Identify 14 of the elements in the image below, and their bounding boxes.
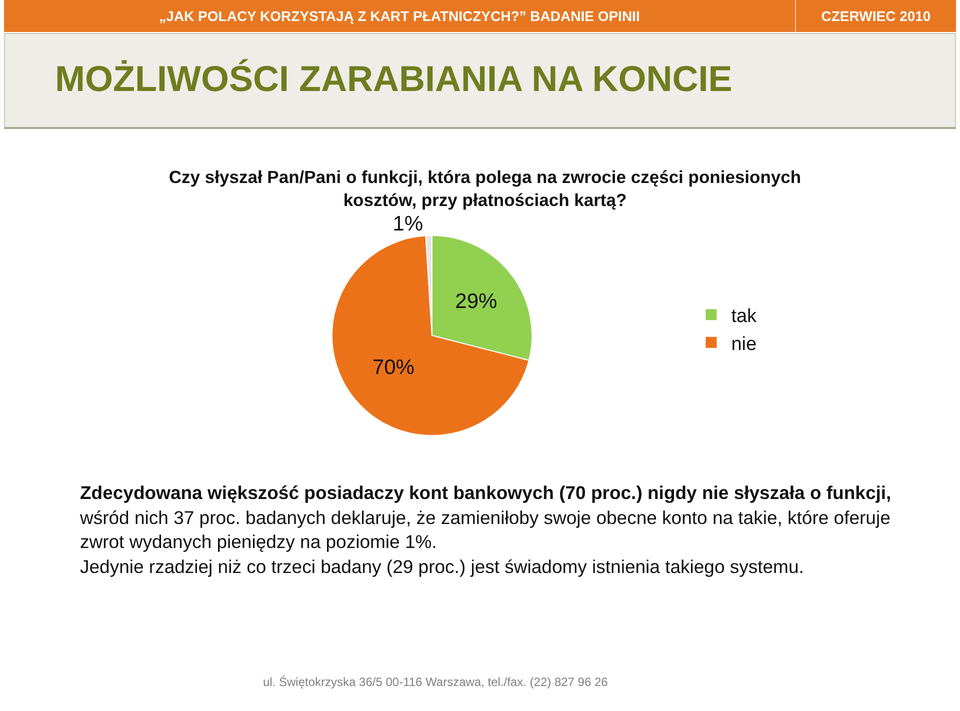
data-label: 70%	[372, 356, 414, 379]
text: Jedynie rzadziej niż co trzeci badany (29 proc.) jest świadomy istnienia takiego systemu.	[80, 556, 804, 576]
pie-slice	[332, 235, 530, 436]
data-label: 1%	[392, 212, 424, 236]
chart-title: MOŻLIWOŚCI ZARABIANIA NA KONCIE	[55, 58, 732, 100]
text: Zdecydowana większość posiadaczy kont bankowych (70 proc.) nigdy nie słyszała o funkcji,	[80, 481, 892, 505]
legend-label: nie	[731, 334, 757, 355]
legend-label: tak	[731, 306, 758, 328]
chart-subtitle: Czy słyszał Pan/Pani o funkcji, która polega na zwrocie części poniesionych kosztów, przy płatnościach kartą?	[168, 166, 802, 212]
text: „JAK POLACY KORZYSTAJĄ Z KART PŁATNICZYCH?” BADANIE OPINII	[158, 7, 641, 26]
data-label: 29%	[455, 290, 498, 313]
text: CZERWIEC 2010	[820, 7, 932, 26]
text: ul. Świętokrzyska 36/5 00-116 Warszawa, tel./fax. (22) 827 96 26	[263, 675, 608, 689]
text: wśród nich 37 proc. badanych deklaruje, że zamieniłoby swoje obecne konto na takie, które oferuje zwrot wydanych pieniędzy na poziomie 1%.	[80, 506, 890, 552]
